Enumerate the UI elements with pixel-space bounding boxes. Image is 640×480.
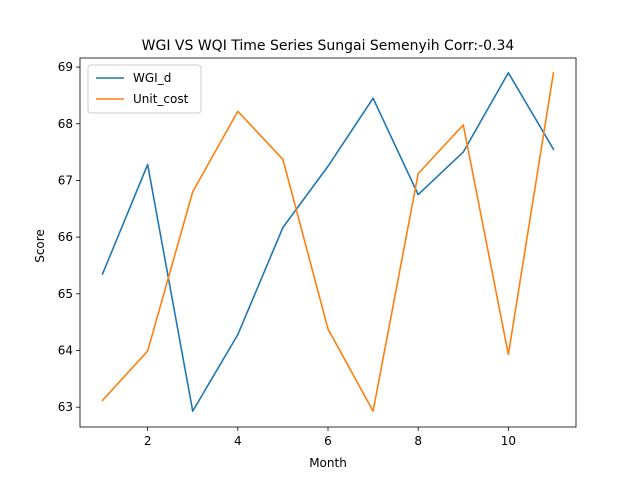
x-axis-label: Month: [309, 456, 347, 470]
x-tick-label: 8: [414, 434, 422, 448]
y-tick-label: 66: [58, 230, 73, 244]
plot-area-frame: [79, 57, 577, 428]
x-tick-label: 4: [234, 434, 242, 448]
y-tick-label: 68: [58, 117, 73, 131]
chart-title: WGI VS WQI Time Series Sungai Semenyih C…: [142, 38, 515, 54]
series-line-unit-cost: [101, 71, 555, 412]
y-tick-label: 63: [58, 400, 73, 414]
y-tick-label: 64: [58, 343, 73, 357]
legend: WGI_d Unit_cost: [87, 64, 202, 114]
y-axis-label: Score: [33, 229, 47, 263]
y-tick-label: 69: [58, 60, 73, 74]
y-tick-label: 67: [58, 173, 73, 187]
series-layer: [101, 71, 555, 412]
x-tick-label: 2: [144, 434, 152, 448]
legend-entry-label: Unit_cost: [133, 92, 189, 106]
y-tick-label: 65: [58, 287, 73, 301]
x-tick-label: 6: [324, 434, 332, 448]
legend-entry-label: WGI_d: [133, 71, 171, 85]
series-line-wgi-d: [101, 71, 555, 412]
legend-box: [87, 64, 202, 114]
x-tick-label: 10: [501, 434, 516, 448]
